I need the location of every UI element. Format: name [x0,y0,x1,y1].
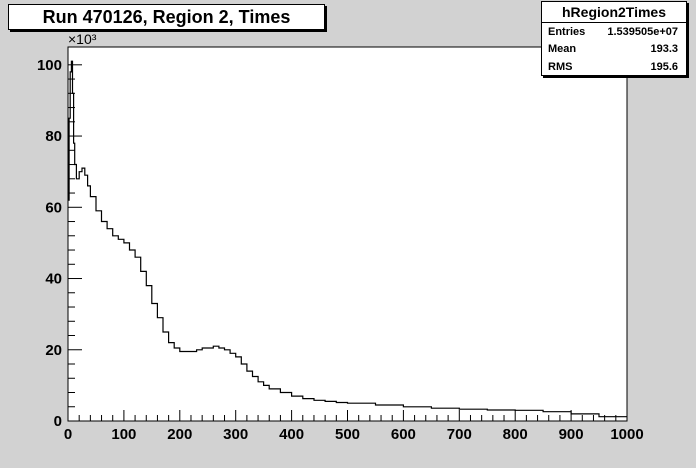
stats-row-rms: RMS 195.6 [542,58,686,76]
stats-value: 195.6 [650,60,678,73]
x-tick-label: 900 [559,426,584,443]
x-tick-label: 600 [391,426,416,443]
y-tick-label: 20 [45,342,62,359]
x-tick-label: 300 [223,426,248,443]
stats-row-entries: Entries 1.539505e+07 [542,23,686,41]
x-tick-label: 400 [279,426,304,443]
x-tick-label: 100 [111,426,136,443]
stats-label: Entries [548,25,586,38]
y-tick-label: 0 [54,413,62,430]
y-multiplier-label: ×10³ [68,31,97,47]
stats-row-mean: Mean 193.3 [542,41,686,59]
y-tick-label: 80 [45,128,62,145]
x-tick-label: 800 [503,426,528,443]
y-tick-label: 60 [45,199,62,216]
stats-label: Mean [548,43,577,56]
y-tick-label: 100 [37,57,62,74]
chart-title: Run 470126, Region 2, Times [8,4,325,30]
y-tick-label: 40 [45,271,62,288]
x-tick-label: 500 [335,426,360,443]
stats-label: RMS [548,60,573,73]
axes: 0 100 200 300 400 500 600 700 800 900 1000 0 20 40 60 8… [37,57,644,443]
x-tick-label: 700 [447,426,472,443]
histogram-line [68,60,627,418]
stats-value: 1.539505e+07 [607,25,678,38]
stats-box: hRegion2Times Entries 1.539505e+07 Mean … [541,1,687,76]
x-tick-label: 200 [167,426,192,443]
plot-frame [67,46,628,422]
x-tick-label: 0 [64,426,72,443]
stats-value: 193.3 [650,43,678,56]
x-tick-label: 1000 [610,426,643,443]
stats-title: hRegion2Times [542,2,686,23]
